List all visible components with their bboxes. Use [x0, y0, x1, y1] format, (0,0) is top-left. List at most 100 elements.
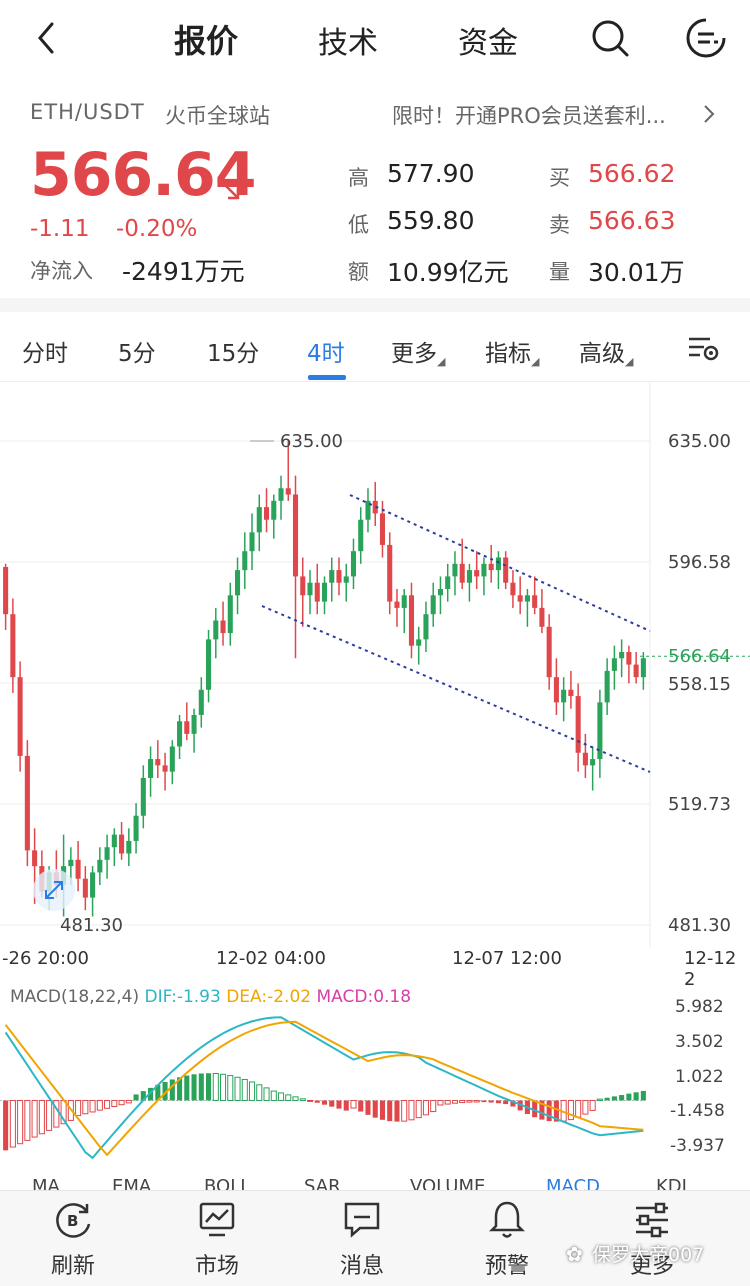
candle-body: [437, 589, 443, 596]
tab-funds[interactable]: 资金: [458, 26, 518, 61]
macd-histogram-bar: [582, 1099, 589, 1115]
candle-body: [416, 639, 422, 646]
macd-params: MACD(18,22,4): [10, 987, 140, 1007]
macd-histogram-bar: [596, 1098, 603, 1101]
candle-body: [510, 582, 516, 596]
stat-bid-label: 买: [549, 166, 570, 190]
candle-body: [148, 759, 154, 778]
macd-histogram-bar: [321, 1100, 328, 1105]
macd-histogram-bar: [575, 1099, 582, 1118]
candle-body: [553, 677, 559, 703]
macd-histogram-bar: [358, 1100, 364, 1112]
macd-histogram-bar: [372, 1100, 378, 1118]
macd-histogram-bar: [212, 1073, 219, 1101]
chart-settings-icon[interactable]: [688, 336, 720, 362]
market-chart-icon: [199, 1202, 235, 1237]
tab-5min[interactable]: 5分: [118, 341, 156, 367]
tab-quote[interactable]: 报价: [174, 22, 239, 60]
macd-histogram-bar: [633, 1092, 639, 1101]
more-sliders-icon: [636, 1202, 668, 1238]
x-axis-label: -26 20:00: [2, 948, 89, 969]
tab-technical[interactable]: 技术: [318, 26, 378, 61]
macd-histogram-bar: [510, 1100, 516, 1107]
tab-advanced[interactable]: 高级◢: [579, 334, 633, 368]
candle-body: [184, 721, 190, 734]
stat-low-label: 低: [348, 213, 369, 237]
stat-amount-value: 10.99亿元: [387, 258, 509, 287]
candle-body: [336, 570, 342, 583]
macd-histogram-bar: [422, 1099, 429, 1116]
candle-body: [220, 620, 226, 634]
promo-link[interactable]: 限时！开通PRO会员送套利...: [392, 104, 666, 128]
macd-histogram-bar: [408, 1099, 415, 1121]
macd-histogram-bar: [306, 1099, 314, 1102]
netflow-label: 净流入: [30, 259, 93, 283]
macd-histogram-bar: [466, 1099, 473, 1103]
menu-chat-icon[interactable]: [684, 16, 728, 60]
candle-body: [539, 607, 545, 627]
macd-histogram-bar: [336, 1100, 342, 1109]
tab-15min[interactable]: 15分: [207, 341, 260, 367]
stat-bid-value: 566.62: [588, 159, 676, 188]
high-marker-label: 635.00: [280, 431, 343, 452]
x-axis-label: 12-07 12:00: [452, 948, 562, 969]
macd-dif: DIF:-1.93: [144, 987, 221, 1007]
candle-body: [524, 595, 530, 602]
macd-histogram-bar: [503, 1100, 509, 1105]
tab-more[interactable]: 更多◢: [391, 334, 445, 368]
macd-legend: MACD(18,22,4) DIF:-1.93 DEA:-2.02 MACD:0…: [10, 987, 411, 1007]
macd-histogram-bar: [430, 1099, 437, 1113]
search-icon[interactable]: [588, 16, 632, 60]
tab-indicators[interactable]: 指标◢: [485, 334, 539, 368]
candle-body: [626, 651, 632, 665]
dropdown-triangle-icon: ◢: [437, 355, 446, 368]
message-icon: [344, 1202, 380, 1238]
candle-body: [140, 777, 146, 816]
current-price-label: 566.64: [668, 646, 731, 667]
candle-body: [177, 721, 183, 747]
macd-histogram-bar: [227, 1075, 234, 1101]
macd-histogram-bar: [118, 1099, 125, 1106]
macd-histogram-bar: [125, 1099, 132, 1104]
candle-body: [430, 595, 436, 615]
candle-body: [387, 544, 393, 602]
candle-body: [292, 494, 299, 577]
back-arrow-icon[interactable]: [28, 18, 68, 58]
macd-histogram-bar: [495, 1100, 501, 1104]
macd-histogram-bar: [640, 1090, 646, 1101]
candle-body: [17, 677, 23, 756]
expand-icon[interactable]: [32, 868, 76, 912]
macd-chart[interactable]: [0, 1010, 650, 1160]
trend-channel-line: [349, 494, 651, 632]
candle-body: [198, 689, 204, 715]
nav-alerts-label: 预警: [484, 1254, 529, 1279]
macd-histogram-bar: [350, 1099, 357, 1109]
macd-histogram-bar: [38, 1099, 45, 1135]
candle-body: [445, 576, 451, 590]
macd-histogram-bar: [611, 1096, 617, 1101]
candle-body: [263, 507, 270, 520]
candle-body: [271, 500, 277, 520]
candle-body: [314, 582, 320, 602]
macd-histogram-bar: [343, 1100, 349, 1111]
candle-body: [242, 551, 248, 571]
candlestick-chart[interactable]: [0, 382, 750, 947]
macd-histogram-bar: [9, 1099, 16, 1148]
candle-body: [155, 759, 161, 766]
stat-volume-value: 30.01万: [588, 258, 685, 287]
active-tab-indicator: [308, 375, 346, 380]
candle-body: [372, 500, 378, 514]
candle-body: [495, 557, 501, 571]
tab-timeshare[interactable]: 分时: [22, 341, 68, 367]
candle-body: [466, 570, 472, 583]
candle-body: [329, 570, 335, 583]
nav-refresh-label: 刷新: [50, 1254, 95, 1279]
candle-body: [126, 840, 132, 854]
candle-body: [517, 595, 523, 602]
candle-body: [169, 746, 175, 772]
chevron-right-icon[interactable]: [702, 104, 716, 124]
bottom-nav: [0, 1190, 750, 1286]
candle-body: [633, 664, 639, 678]
candle-body: [321, 582, 328, 602]
tab-4hour[interactable]: 4时: [307, 341, 345, 367]
